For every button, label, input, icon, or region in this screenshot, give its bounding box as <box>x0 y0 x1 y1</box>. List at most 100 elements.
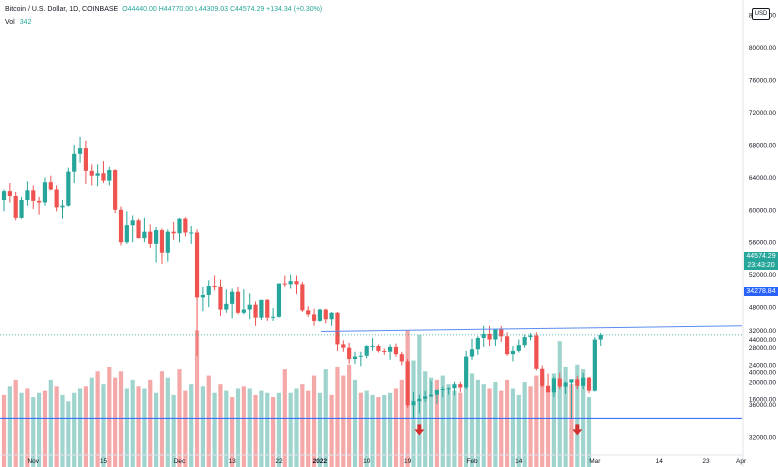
volume-bar <box>306 390 311 467</box>
volume-bar <box>370 394 375 467</box>
price-axis: 84000.0080000.0076000.0072000.0068000.00… <box>742 0 776 467</box>
volume-bar <box>142 388 147 467</box>
candle-body <box>189 232 194 234</box>
volume-tick-label: 20000.00 <box>749 380 776 387</box>
candle-body <box>212 286 217 288</box>
candle-body <box>177 218 182 234</box>
candle-body <box>569 379 574 383</box>
candle-body <box>417 398 422 402</box>
candle-body <box>516 345 521 351</box>
candle-body <box>159 230 165 253</box>
candle-body <box>247 304 252 310</box>
candle-body <box>440 389 445 391</box>
time-tick-label: 19 <box>404 458 412 465</box>
candlesticks <box>1 136 603 420</box>
volume-bar <box>42 390 48 467</box>
time-tick-label: 14 <box>656 458 664 465</box>
volume-bar <box>148 379 153 467</box>
volume-bar <box>540 377 545 467</box>
candle-body <box>317 309 322 321</box>
candle-body <box>60 205 65 208</box>
volume-bar <box>458 392 463 467</box>
volume-bar <box>469 373 475 467</box>
time-tick-label: Nov <box>27 458 39 465</box>
volume-legend: Vol 342 <box>5 19 31 26</box>
symbol-title[interactable]: Bitcoin / U.S. Dollar, 1D, COINBASE <box>5 6 119 13</box>
volume-bar <box>7 386 12 467</box>
time-tick-label: Dec <box>174 458 186 465</box>
candle-body <box>311 314 317 321</box>
volume-bar <box>13 379 18 467</box>
price-tick-label: 36000.00 <box>749 402 776 409</box>
volume-bar <box>124 388 129 467</box>
candle-body <box>194 232 200 298</box>
volume-bar <box>347 364 352 467</box>
volume-bar <box>364 390 369 467</box>
candle-body <box>423 396 428 399</box>
trendline <box>321 325 743 332</box>
time-tick-label: 22 <box>275 458 283 465</box>
candle-body <box>48 182 53 190</box>
volume-bar <box>224 390 229 467</box>
volume-bar <box>48 379 53 467</box>
price-tick-label: 72000.00 <box>749 110 776 117</box>
candle-body <box>323 309 328 320</box>
candle-body <box>364 346 369 356</box>
currency-button[interactable]: USD <box>752 8 770 20</box>
volume-bars <box>1 330 592 467</box>
arrow-shaft <box>575 424 580 430</box>
volume-label[interactable]: Vol <box>5 19 15 26</box>
candle-body <box>54 189 59 208</box>
candle-body <box>171 231 176 234</box>
volume-bar <box>66 401 71 467</box>
volume-value: 342 <box>19 19 32 26</box>
candle-body <box>598 334 603 340</box>
candle-body <box>7 191 12 196</box>
candle-body <box>89 170 94 176</box>
candle-body <box>95 173 100 176</box>
volume-bar <box>481 384 486 467</box>
time-tick-label: Mar <box>589 458 601 465</box>
candle-body <box>83 148 88 171</box>
volume-bar <box>341 375 346 467</box>
candle-body <box>370 346 375 348</box>
candle-body <box>148 231 153 244</box>
volume-bar <box>60 394 65 467</box>
arrow-down-icon <box>414 424 425 436</box>
candle-body <box>382 350 387 352</box>
candle-body <box>505 336 510 355</box>
volume-bar <box>189 384 194 467</box>
candle-body <box>446 388 451 390</box>
volume-bar <box>528 386 533 467</box>
volume-bar <box>77 388 83 467</box>
volume-bar <box>388 392 393 467</box>
volume-bar <box>154 392 159 467</box>
candle-body <box>475 337 480 350</box>
volume-bar <box>446 384 451 467</box>
volume-bar <box>54 386 59 467</box>
time-tick-label: 13 <box>229 458 237 465</box>
candle-body <box>434 389 439 395</box>
candle-body <box>101 173 106 181</box>
volume-bar <box>534 375 539 467</box>
candle-body <box>253 304 258 318</box>
candle-body <box>469 349 475 357</box>
price-tick-label: 68000.00 <box>749 142 776 149</box>
volume-bar <box>487 388 492 467</box>
candle-body <box>499 329 504 337</box>
volume-bar <box>72 392 77 467</box>
candle-body <box>206 286 211 295</box>
volume-bar <box>317 392 322 467</box>
volume-bar <box>575 364 580 467</box>
volume-bar <box>259 390 264 467</box>
candle-body <box>358 355 363 357</box>
candle-body <box>411 401 416 406</box>
volume-tick-label: 32000.00 <box>749 328 776 335</box>
arrow-head <box>414 429 425 436</box>
candle-body <box>241 309 246 313</box>
candle-body <box>563 382 568 387</box>
price-tick-label: 56000.00 <box>749 240 776 247</box>
price-tick-label: 64000.00 <box>749 175 776 182</box>
arrow-down-icon <box>572 424 583 436</box>
